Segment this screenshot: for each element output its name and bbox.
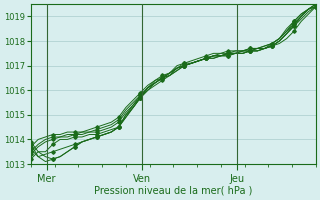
X-axis label: Pression niveau de la mer( hPa ): Pression niveau de la mer( hPa ) bbox=[94, 186, 252, 196]
